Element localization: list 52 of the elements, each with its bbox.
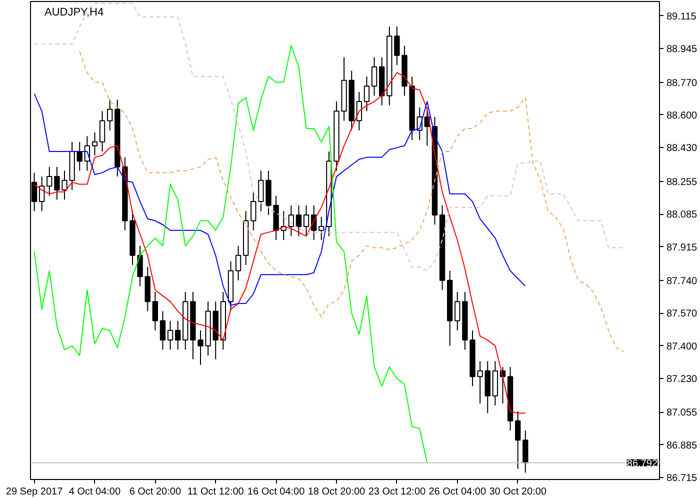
y-tick-label: 87.400 <box>666 341 698 352</box>
line-series <box>79 51 624 352</box>
candlestick <box>454 291 460 331</box>
x-tick-label: 16 Oct 04:00 <box>247 486 306 498</box>
line-series <box>34 93 526 306</box>
ref-line-label: 86.792 <box>626 458 658 470</box>
line-series <box>34 2 624 272</box>
y-tick-label: 89.115 <box>666 11 697 22</box>
candlestick <box>174 320 181 350</box>
candlestick <box>288 204 294 237</box>
x-tick-label: 4 Oct 04:00 <box>68 486 122 498</box>
y-tick-label: 87.570 <box>666 308 698 320</box>
x-tick-label: 11 Oct 12:00 <box>187 486 244 498</box>
y-tick-label: 87.915 <box>666 242 698 254</box>
candlestick <box>99 110 106 152</box>
x-tick-label: 29 Sep 2017 <box>6 486 64 498</box>
candlestick <box>92 132 98 156</box>
x-tick-label: 26 Oct 04:00 <box>428 486 486 498</box>
x-tick-label: 18 Oct 20:00 <box>308 486 366 498</box>
candlestick <box>152 291 158 331</box>
y-tick-label: 88.430 <box>666 143 698 154</box>
candlestick <box>364 76 370 112</box>
candlestick <box>106 99 113 131</box>
candlestick <box>137 245 143 287</box>
y-tick-label: 87.230 <box>666 374 698 386</box>
candlestick <box>296 204 302 237</box>
y-tick-label: 87.055 <box>666 408 698 419</box>
y-tick-label: 86.715 <box>666 473 698 484</box>
candlestick <box>167 320 174 350</box>
y-tick-label: 88.945 <box>666 44 698 56</box>
y-tick-label: 87.740 <box>666 276 698 287</box>
candlestick <box>46 166 52 196</box>
candlestick <box>160 310 166 350</box>
candlestick <box>250 191 256 231</box>
candlestick <box>394 26 400 66</box>
candlestick <box>371 56 378 96</box>
candlestick <box>38 176 45 212</box>
x-tick-label: 6 Oct 20:00 <box>129 486 182 498</box>
text: AUDJPY,H4 <box>44 6 104 18</box>
x-tick-label: 23 Oct 12:00 <box>368 486 426 498</box>
y-tick-label: 88.770 <box>666 78 698 89</box>
y-tick-label: 88.600 <box>666 110 698 122</box>
y-tick-label: 88.085 <box>666 210 698 221</box>
y-tick-label: 86.885 <box>666 440 698 452</box>
candlestick <box>235 245 242 281</box>
candlestick <box>514 410 521 470</box>
line-series <box>34 45 428 464</box>
candlestick <box>303 204 310 237</box>
candlestick <box>318 216 324 241</box>
y-tick-label: 88.255 <box>666 176 698 188</box>
candlestick <box>522 430 528 474</box>
x-tick-label: 30 Oct 20:00 <box>489 486 547 498</box>
